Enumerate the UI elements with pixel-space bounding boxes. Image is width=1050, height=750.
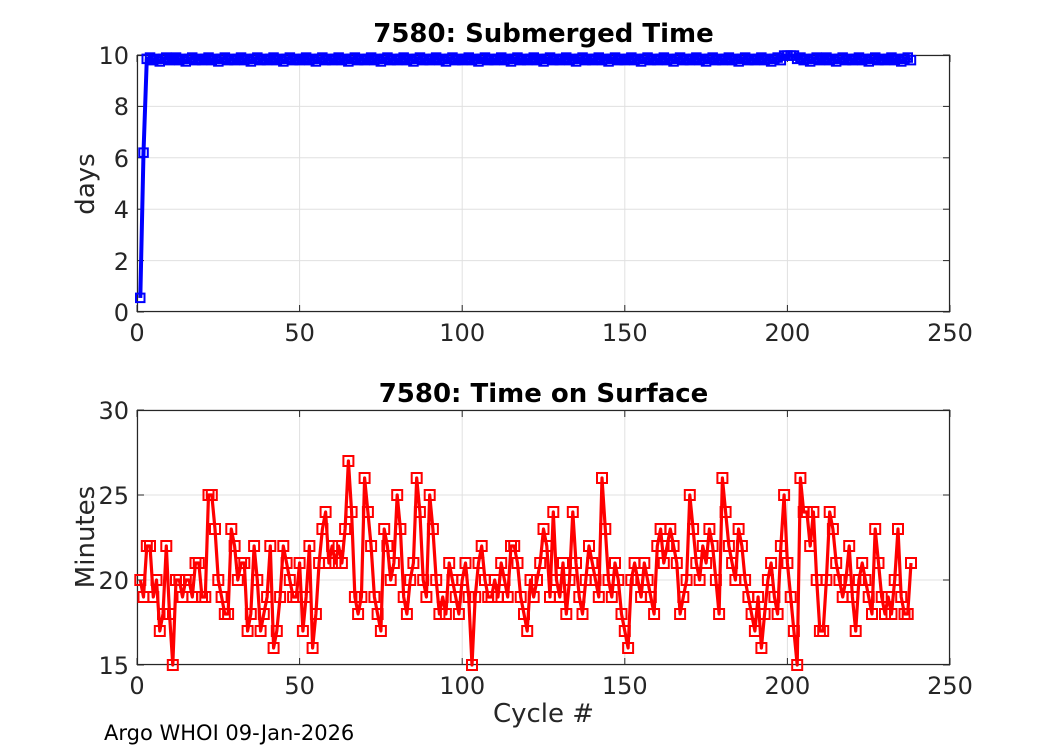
- submerged-plot-area: [135, 50, 951, 313]
- y-tick-label: 15: [98, 652, 129, 680]
- x-tick-label: 50: [284, 319, 315, 347]
- y-tick-label: 2: [113, 247, 129, 276]
- x-tick-label: 100: [439, 672, 486, 700]
- y-tick-label: 6: [113, 144, 129, 173]
- x-tick-label: 150: [601, 672, 648, 700]
- x-tick-label: 0: [129, 672, 145, 700]
- y-tick-label: 0: [113, 299, 129, 327]
- surface-chart-title: 7580: Time on Surface: [378, 379, 709, 409]
- submerged-chart-title: 7580: Submerged Time: [373, 19, 714, 49]
- x-tick-label: 150: [601, 319, 648, 347]
- x-tick-label: 50: [284, 672, 315, 700]
- surface-chart-xlabel: Cycle #: [492, 699, 595, 729]
- x-tick-label: 250: [927, 672, 973, 700]
- y-tick-label: 25: [98, 482, 129, 510]
- y-tick-label: 10: [98, 42, 129, 70]
- x-tick-label: 100: [439, 319, 486, 347]
- surface-plot-area: [134, 409, 951, 671]
- surface-chart-ylabel: Minutes: [71, 485, 101, 589]
- x-tick-label: 200: [764, 672, 811, 700]
- y-tick-label: 8: [113, 93, 129, 122]
- y-tick-label: 30: [98, 397, 129, 425]
- footer-annotation: Argo WHOI 09-Jan-2026: [104, 721, 355, 745]
- x-tick-label: 0: [129, 319, 145, 347]
- y-tick-label: 20: [98, 567, 129, 595]
- x-tick-label: 250: [927, 319, 973, 347]
- x-tick-label: 200: [764, 319, 811, 347]
- y-tick-label: 4: [113, 196, 129, 225]
